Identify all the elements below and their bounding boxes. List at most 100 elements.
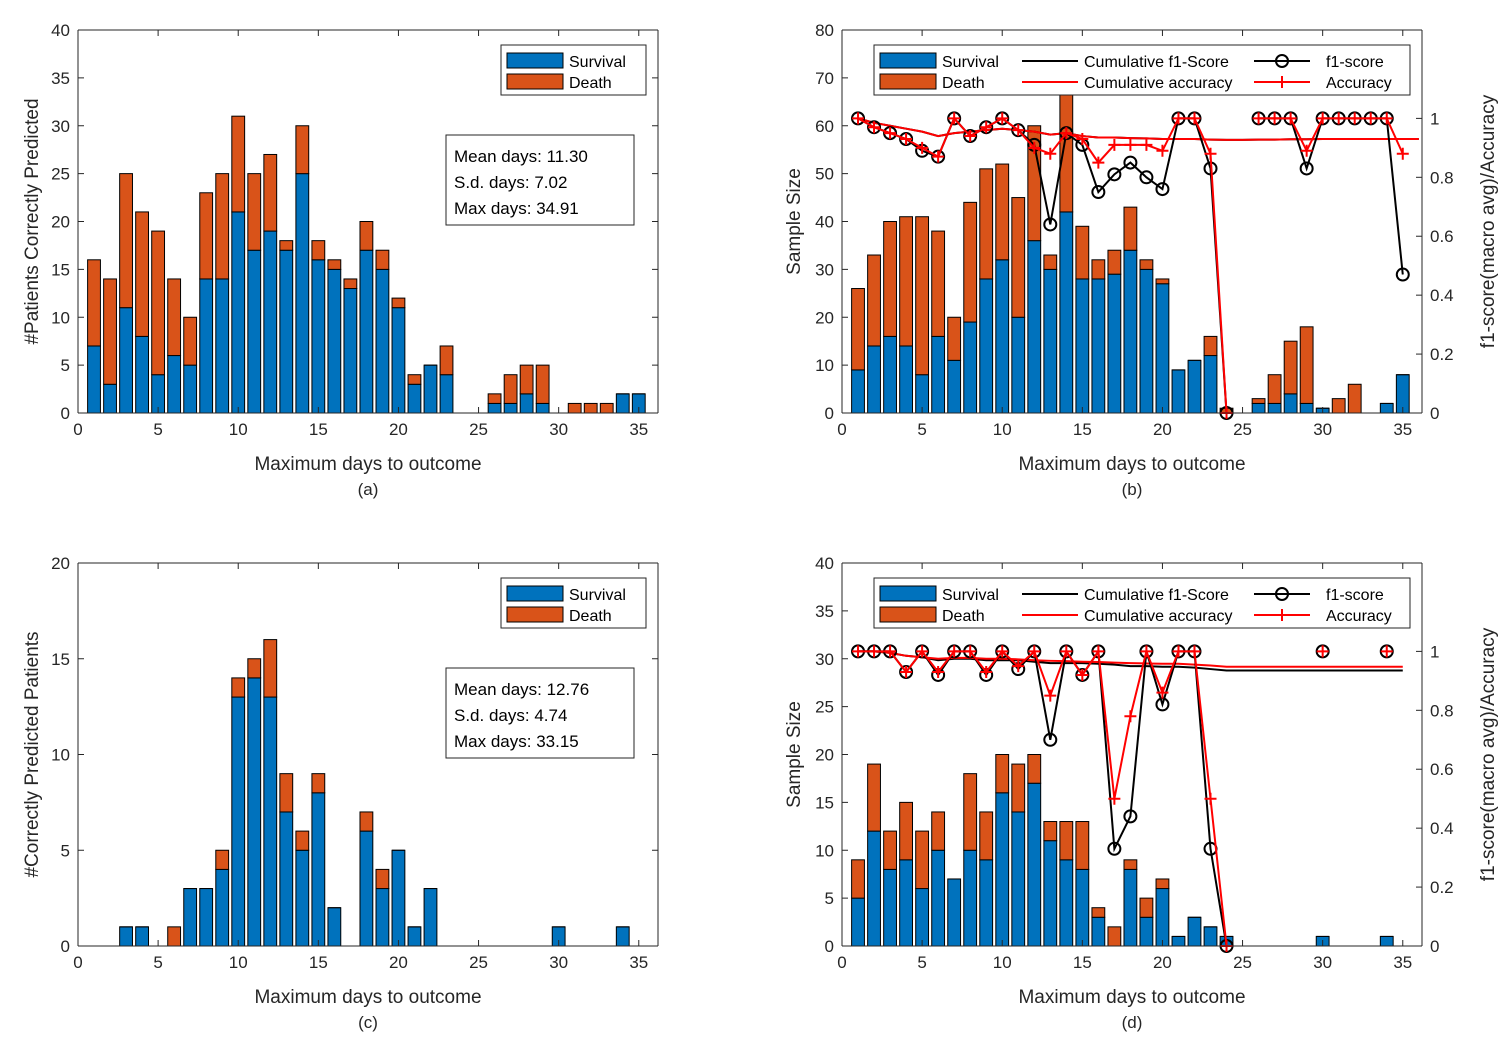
bar-death xyxy=(1043,254,1058,270)
x-tick-label: 35 xyxy=(1393,420,1412,439)
bar-survival xyxy=(931,849,946,947)
marker-f1-score xyxy=(1043,217,1058,232)
legend-label-death: Death xyxy=(569,608,612,625)
bar-survival xyxy=(1011,316,1026,414)
stats-line: Max days: 34.91 xyxy=(454,199,579,218)
chart-b: 0 5 10 15 20 25 30 35 0 10 20 30 40 50 60 70 80 0 0.2 0.4 0.… xyxy=(784,21,1499,499)
bar-survival xyxy=(851,369,865,414)
marker-accuracy xyxy=(932,150,945,163)
x-tick-label: 10 xyxy=(229,420,248,439)
bar-death xyxy=(279,240,294,251)
x-tick-label: 10 xyxy=(993,953,1012,972)
bar-survival xyxy=(279,811,294,947)
bar-survival xyxy=(535,402,550,414)
marker-accuracy xyxy=(884,127,897,140)
y-tick-label: 10 xyxy=(815,841,834,860)
marker-accuracy xyxy=(1284,112,1297,125)
bar-survival xyxy=(615,926,630,947)
bar-survival xyxy=(615,393,630,414)
line-f1-score xyxy=(858,648,1228,947)
caption: (b) xyxy=(1122,480,1143,499)
bar-survival xyxy=(883,868,897,947)
marker-accuracy xyxy=(932,666,945,679)
y-right-tick-label: 0.2 xyxy=(1430,345,1454,364)
y-tick-label: 20 xyxy=(815,746,834,765)
bar-survival xyxy=(1075,278,1090,414)
bar-survival xyxy=(1299,402,1314,414)
bar-death xyxy=(1059,821,1074,861)
bar-survival xyxy=(199,278,214,414)
y-tick-label: 20 xyxy=(51,213,70,232)
bar-death xyxy=(215,173,230,280)
bar-survival xyxy=(1171,369,1186,414)
bar-death xyxy=(883,830,897,870)
marker-accuracy xyxy=(1332,112,1345,125)
marker-accuracy xyxy=(1396,147,1409,160)
bar-death xyxy=(1203,335,1218,357)
bar-survival xyxy=(1011,811,1026,947)
bar-survival xyxy=(119,926,133,947)
line-cumulative-accuracy xyxy=(857,117,1419,141)
bar-death xyxy=(599,402,614,414)
bar-death xyxy=(1267,374,1282,404)
marker-f1-score xyxy=(1139,170,1154,185)
bar-survival xyxy=(375,888,390,947)
bar-death xyxy=(167,278,182,357)
bar-survival xyxy=(883,335,897,414)
line-accuracy xyxy=(858,648,1228,947)
x-tick-label: 20 xyxy=(1153,953,1172,972)
bar-death xyxy=(899,216,913,347)
x-tick-label: 10 xyxy=(993,420,1012,439)
bar-survival xyxy=(311,259,326,414)
bar-survival xyxy=(519,393,534,414)
bar-death xyxy=(1283,340,1298,395)
legend-box xyxy=(873,577,1411,629)
y-right-tick-label: 0 xyxy=(1430,937,1439,956)
bar-survival xyxy=(1059,211,1074,414)
marker-accuracy xyxy=(964,645,977,658)
bar-survival xyxy=(1027,240,1042,414)
bar-death xyxy=(995,754,1010,794)
bar-death xyxy=(867,763,881,832)
x-tick-label: 5 xyxy=(153,420,162,439)
bar-survival xyxy=(867,830,881,947)
marker-accuracy xyxy=(900,133,913,146)
legend-box xyxy=(873,44,1411,96)
bar-survival xyxy=(979,278,994,414)
y-tick-label: 15 xyxy=(815,793,834,812)
bar-survival xyxy=(947,359,962,414)
legend-marker-acc xyxy=(1276,76,1288,88)
bar-death xyxy=(295,830,310,851)
marker-accuracy xyxy=(1092,156,1105,169)
y-tick-label: 50 xyxy=(815,165,834,184)
bar-survival xyxy=(1203,926,1218,947)
bar-survival xyxy=(167,355,182,414)
y-right-tick-label: 0.6 xyxy=(1430,227,1454,246)
bar-survival xyxy=(311,792,326,947)
legend-label-survival: Survival xyxy=(942,587,999,604)
legend-swatch-survival xyxy=(506,52,564,69)
bar-death xyxy=(1155,278,1170,285)
x-tick-label: 0 xyxy=(837,420,846,439)
bar-survival xyxy=(1075,868,1090,947)
x-tick-label: 20 xyxy=(1153,420,1172,439)
x-tick-label: 35 xyxy=(629,420,648,439)
bar-death xyxy=(995,163,1010,261)
legend-label-survival: Survival xyxy=(569,587,626,604)
marker-f1-score xyxy=(1091,185,1106,200)
marker-accuracy xyxy=(1172,112,1185,125)
x-tick-label: 30 xyxy=(1313,953,1332,972)
stats-frame xyxy=(445,667,635,759)
line-f1-score xyxy=(1258,117,1404,275)
bar-survival xyxy=(215,278,230,414)
marker-f1-score xyxy=(1123,155,1138,170)
x-tick-label: 35 xyxy=(1393,953,1412,972)
stats-frame xyxy=(445,134,635,226)
bar-death xyxy=(851,859,865,899)
bar-death xyxy=(1011,197,1026,318)
y-right-tick-label: 0.2 xyxy=(1430,878,1454,897)
bar-death xyxy=(1123,859,1138,870)
marker-accuracy xyxy=(1380,112,1393,125)
bar-death xyxy=(963,201,978,323)
bar-death xyxy=(915,830,930,890)
